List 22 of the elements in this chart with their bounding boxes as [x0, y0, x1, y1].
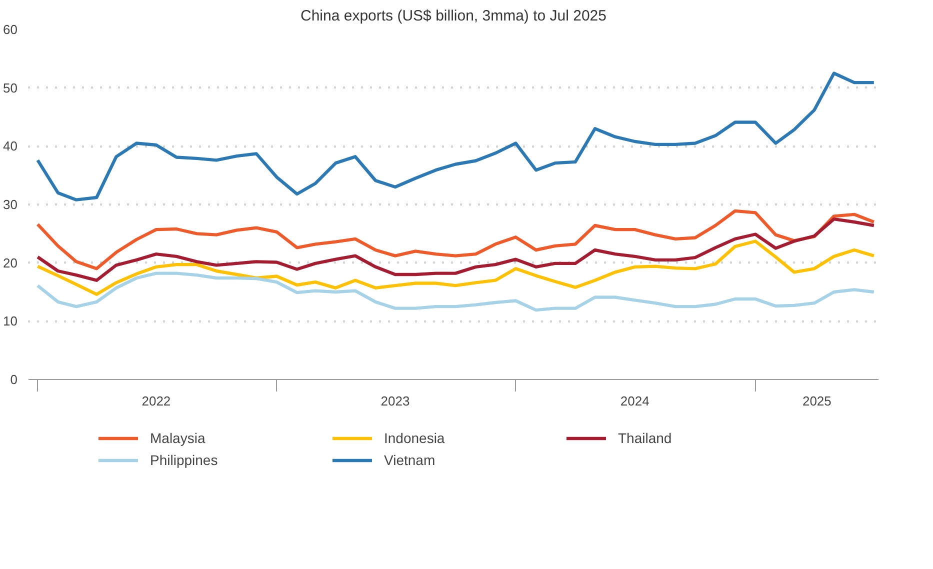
line-series: [36, 217, 876, 282]
y-tick-label: 60: [3, 22, 18, 37]
y-tick-label: 0: [10, 372, 18, 387]
x-tick-label: 2024: [620, 394, 650, 408]
x-tick-label: 2023: [380, 394, 410, 408]
x-tick-label: 2025: [802, 394, 832, 408]
chart-title: China exports (US$ billion, 3mma) to Jul 2025: [300, 8, 606, 24]
line-series: [36, 209, 876, 270]
y-tick-label: 30: [3, 197, 18, 212]
legend-label: Malaysia: [150, 430, 206, 446]
line-series: [36, 240, 876, 296]
legend-label: Philippines: [150, 452, 219, 468]
legend-label: Thailand: [618, 430, 673, 446]
legend-label: Vietnam: [384, 452, 436, 468]
x-tick-label: 2022: [142, 394, 171, 408]
y-tick-label: 10: [3, 314, 18, 329]
legend-label: Indonesia: [384, 430, 446, 446]
y-tick-label: 50: [3, 80, 18, 96]
line-series: [36, 72, 876, 202]
y-tick-label: 40: [3, 138, 18, 154]
line-series: [36, 272, 876, 312]
y-tick-label: 20: [3, 255, 18, 270]
